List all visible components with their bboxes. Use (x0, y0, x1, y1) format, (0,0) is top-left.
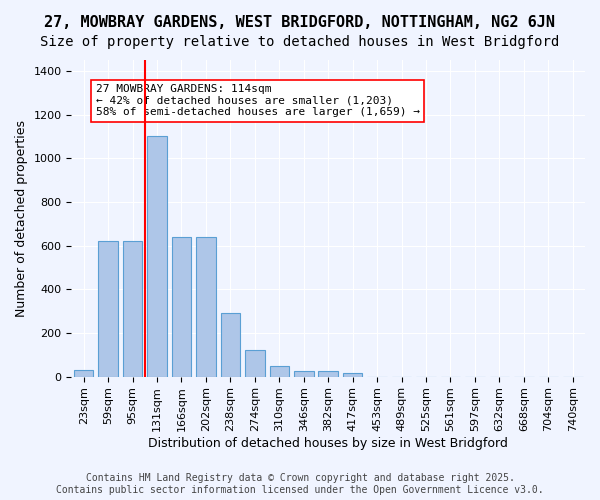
Bar (172, 237, 191, 376)
Bar (343, 374, 362, 376)
Bar (294, 371, 314, 376)
Text: 27, MOWBRAY GARDENS, WEST BRIDGFORD, NOTTINGHAM, NG2 6JN: 27, MOWBRAY GARDENS, WEST BRIDGFORD, NOT… (44, 15, 556, 30)
Bar (269, 366, 289, 376)
Bar (245, 350, 265, 376)
Bar (221, 314, 240, 376)
Bar (123, 241, 142, 376)
Text: 27 MOWBRAY GARDENS: 114sqm
← 42% of detached houses are smaller (1,203)
58% of s: 27 MOWBRAY GARDENS: 114sqm ← 42% of deta… (96, 84, 420, 117)
Bar (196, 237, 215, 376)
Bar (147, 136, 167, 376)
Text: Contains HM Land Registry data © Crown copyright and database right 2025.
Contai: Contains HM Land Registry data © Crown c… (56, 474, 544, 495)
Bar (74, 370, 94, 376)
Text: Size of property relative to detached houses in West Bridgford: Size of property relative to detached ho… (40, 35, 560, 49)
X-axis label: Distribution of detached houses by size in West Bridgford: Distribution of detached houses by size … (148, 437, 508, 450)
Y-axis label: Number of detached properties: Number of detached properties (15, 120, 28, 317)
Bar (319, 371, 338, 376)
Bar (98, 241, 118, 376)
